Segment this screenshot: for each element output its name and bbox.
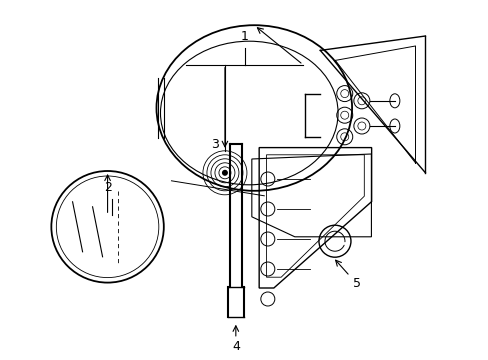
Text: 1: 1 xyxy=(240,30,248,42)
Text: 3: 3 xyxy=(211,138,219,150)
Text: 5: 5 xyxy=(352,277,360,290)
Circle shape xyxy=(222,170,227,176)
Text: 4: 4 xyxy=(231,340,239,353)
Text: 2: 2 xyxy=(103,181,111,194)
